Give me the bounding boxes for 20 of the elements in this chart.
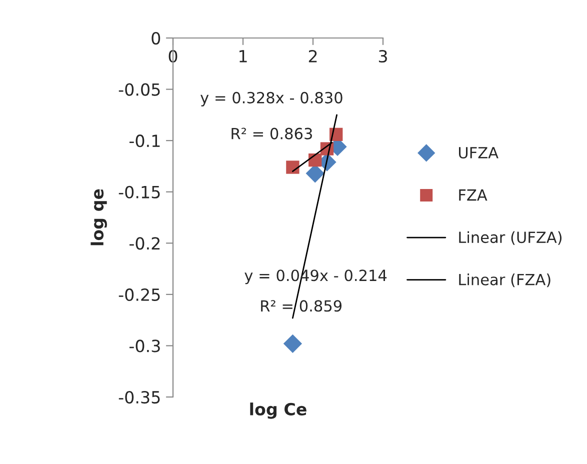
y-tick-label: -0.1 — [129, 134, 160, 148]
y-tick-label: -0.2 — [129, 237, 160, 250]
x-tick-label: 3 — [378, 50, 387, 63]
legend-label: UFZA — [458, 147, 498, 159]
y-tick-label: -0.3 — [129, 340, 160, 352]
legend-label: Linear (UFZA) — [459, 231, 562, 245]
y-tick-label: -0.05 — [118, 83, 160, 96]
x-tick-label: 2 — [308, 50, 317, 62]
annotation: y = 0.328x - 0.830 — [200, 92, 342, 106]
x-tick-label: 1 — [240, 50, 247, 62]
legend-label: Linear (FZA) — [459, 274, 550, 288]
y-tick-label: -0.35 — [118, 390, 160, 404]
y-tick-label: -0.25 — [118, 288, 160, 301]
y-tick-label: -0.15 — [118, 186, 160, 198]
x-axis-title: log Ce — [250, 402, 306, 419]
y-tick-label: 0 — [152, 32, 160, 45]
legend-label: FZA — [459, 189, 488, 201]
annotation: R² = 0.859 — [261, 300, 342, 312]
y-axis-title: log qe — [90, 189, 107, 246]
annotation: R² = 0.863 — [232, 128, 312, 140]
